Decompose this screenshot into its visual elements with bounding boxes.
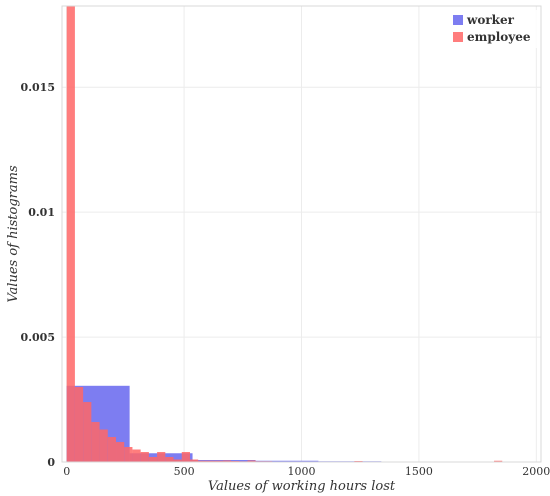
legend-swatch-worker bbox=[453, 15, 463, 25]
histogram-bar-employee bbox=[83, 402, 92, 462]
x-axis-label: Values of working hours lost bbox=[208, 479, 396, 494]
legend-label-employee: employee bbox=[467, 30, 531, 44]
histogram-bar-employee bbox=[165, 457, 174, 462]
y-tick-labels: 0 0.005 0.01 0.015 bbox=[21, 81, 56, 469]
histogram-bar-employee bbox=[247, 460, 256, 462]
histogram-bar-employee bbox=[206, 460, 215, 462]
plot-frame bbox=[61, 5, 542, 463]
histogram-bar-employee bbox=[66, 6, 75, 462]
histogram-bar-employee bbox=[148, 457, 158, 462]
x-tick-label: 1500 bbox=[405, 465, 433, 478]
x-tick-labels: 0 500 1000 1500 2000 bbox=[63, 465, 550, 478]
y-axis-label: Values of histograms bbox=[6, 165, 21, 303]
y-tick-label: 0.01 bbox=[28, 206, 55, 219]
histogram-bar-employee bbox=[132, 449, 141, 462]
histogram-bar-employee bbox=[222, 460, 232, 462]
histogram-bar-employee bbox=[91, 422, 100, 462]
x-tick-label: 2000 bbox=[522, 465, 550, 478]
bars bbox=[66, 6, 508, 462]
histogram-bar-worker bbox=[255, 460, 319, 462]
legend: worker employee bbox=[447, 10, 537, 48]
legend-swatch-employee bbox=[453, 32, 463, 42]
histogram-bar-employee bbox=[189, 459, 199, 462]
x-tick-label: 0 bbox=[63, 465, 70, 478]
axes bbox=[61, 5, 542, 463]
histogram-bar-employee bbox=[74, 387, 84, 462]
histogram-bar-employee bbox=[214, 460, 223, 462]
histogram-bar-employee bbox=[181, 452, 190, 462]
y-tick-label: 0.005 bbox=[21, 331, 55, 344]
histogram-bar-employee bbox=[99, 429, 108, 462]
y-tick-label: 0 bbox=[47, 456, 55, 469]
x-tick-label: 500 bbox=[174, 465, 195, 478]
x-tick-label: 1000 bbox=[288, 465, 316, 478]
histogram-bar-employee bbox=[173, 459, 182, 462]
histogram-bar-employee bbox=[157, 452, 166, 462]
histogram-bar-employee bbox=[198, 460, 207, 462]
histogram-bar-employee bbox=[140, 452, 149, 462]
histogram-bar-employee bbox=[116, 442, 125, 462]
y-tick-label: 0.015 bbox=[21, 81, 55, 94]
histogram-bar-employee bbox=[124, 447, 133, 462]
histogram-bar-employee bbox=[494, 460, 503, 462]
histogram-bar-employee bbox=[107, 437, 117, 462]
legend-label-worker: worker bbox=[466, 13, 515, 27]
